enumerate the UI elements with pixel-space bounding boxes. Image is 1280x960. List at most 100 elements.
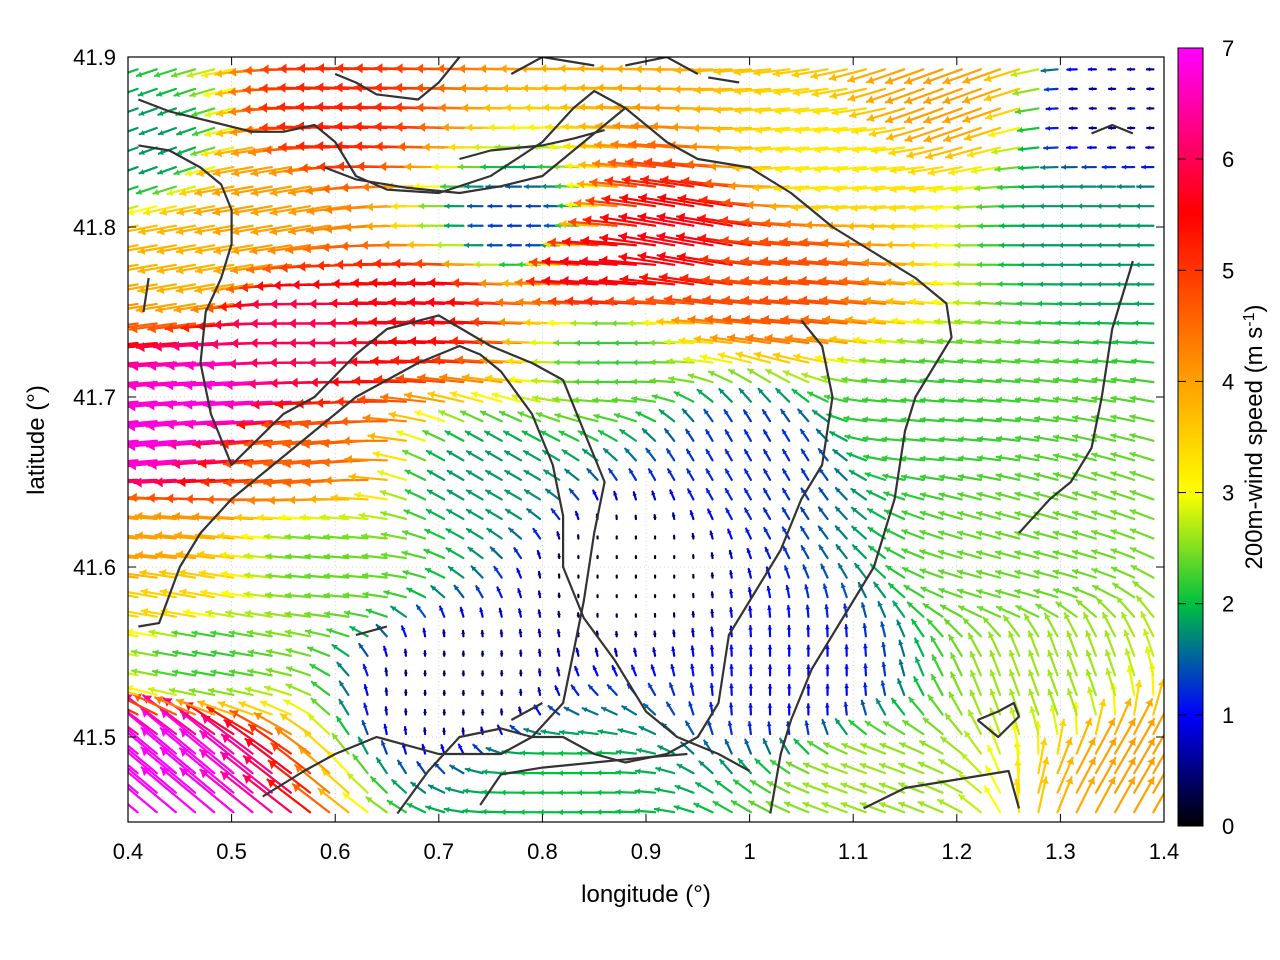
wind-arrow <box>1075 717 1092 755</box>
wind-arrow-head <box>423 671 428 675</box>
wind-arrow-head <box>1054 338 1060 346</box>
colorbar-tick-label: 1 <box>1222 703 1234 728</box>
wind-arrow-head <box>1036 604 1043 610</box>
wind-arrow-head <box>631 121 639 131</box>
wind-arrow-head <box>690 646 695 651</box>
wind-arrow-head <box>874 582 880 588</box>
wind-arrow-head <box>266 629 272 636</box>
wind-arrow <box>137 244 178 253</box>
wind-arrow-head <box>848 74 856 84</box>
wind-arrow-head <box>731 800 738 807</box>
wind-arrow-head <box>735 145 742 154</box>
wind-arrow-head <box>165 399 174 410</box>
wind-arrow-head <box>311 279 320 290</box>
wind-arrow-head <box>813 107 821 116</box>
wind-arrow-head <box>800 429 806 435</box>
wind-arrow-head <box>156 550 163 560</box>
wind-arrow-head <box>851 507 858 513</box>
wind-arrow <box>847 87 887 101</box>
wind-arrow-head <box>451 277 460 289</box>
wind-arrow-head <box>269 378 278 389</box>
wind-arrow-head <box>359 512 366 520</box>
wind-arrow-head <box>669 375 675 383</box>
wind-arrow <box>1056 776 1073 814</box>
wind-arrow-head <box>631 378 637 385</box>
wind-arrow-head <box>480 651 485 655</box>
wind-arrow <box>379 395 427 403</box>
wind-arrow-head <box>173 511 180 521</box>
wind-arrow-head <box>421 744 426 749</box>
wind-arrow-head <box>651 121 658 131</box>
wind-arrow-head <box>1147 125 1151 131</box>
wind-arrow-head <box>432 163 438 171</box>
wind-arrow-head <box>141 588 149 597</box>
wind-arrow-head <box>411 782 417 788</box>
colorbar-tick-label: 6 <box>1222 147 1234 172</box>
wind-arrow-head <box>128 684 133 693</box>
wind-arrow-head <box>464 242 470 249</box>
wind-arrow-head <box>1092 376 1098 384</box>
wind-arrow-head <box>166 360 175 371</box>
wind-arrow-head <box>897 337 903 345</box>
wind-arrow-head <box>977 261 983 268</box>
wind-arrow-head <box>1047 650 1054 657</box>
wind-arrow-head <box>1015 472 1022 479</box>
wind-arrow-head <box>487 528 493 534</box>
wind-arrow-head <box>722 275 730 286</box>
wind-arrow-head <box>654 65 662 75</box>
wind-arrow-head <box>417 222 424 230</box>
wind-arrow <box>159 708 216 755</box>
wind-arrow-head <box>120 169 125 175</box>
wind-arrow-head <box>801 488 806 494</box>
wind-arrow-head <box>339 699 345 705</box>
wind-arrow-head <box>241 532 248 541</box>
wind-arrow-head <box>775 126 783 135</box>
colorbar-tick-label: 0 <box>1222 814 1234 839</box>
wind-arrow-head <box>233 300 242 311</box>
wind-arrow-head <box>446 547 452 554</box>
wind-arrow-head <box>842 376 848 383</box>
wind-arrow-head <box>1116 261 1121 268</box>
wind-arrow <box>154 553 197 560</box>
wind-arrow-head <box>361 721 367 726</box>
wind-arrow <box>692 107 733 111</box>
wind-arrow-head <box>580 275 588 287</box>
wind-arrow-head <box>685 721 691 727</box>
wind-arrow-head <box>466 470 473 476</box>
wind-arrow-head <box>264 439 272 449</box>
wind-arrow-head <box>1034 472 1041 479</box>
wind-arrow <box>128 672 139 677</box>
wind-arrow-head <box>807 334 815 344</box>
wind-arrow-head <box>558 789 563 796</box>
wind-arrow-head <box>1041 67 1046 74</box>
wind-arrow-head <box>248 378 256 390</box>
wind-arrow-head <box>97 512 104 521</box>
wind-arrow-head <box>343 591 349 599</box>
wind-arrow-head <box>880 357 886 364</box>
wind-arrow-head <box>296 82 305 93</box>
wind-arrow-head <box>1039 738 1048 746</box>
wind-arrow-head <box>465 183 470 190</box>
wind-arrow-head <box>514 548 519 553</box>
wind-arrow-head <box>1108 67 1112 72</box>
wind-arrow-head <box>157 91 163 97</box>
wind-arrow <box>547 240 599 247</box>
wind-arrow-head <box>190 340 199 351</box>
wind-arrow-head <box>849 110 857 119</box>
wind-arrow <box>362 416 408 423</box>
wind-arrow-head <box>1123 630 1130 637</box>
wind-arrow-head <box>725 430 730 435</box>
wind-arrow-head <box>332 733 339 740</box>
wind-arrow-head <box>638 193 648 204</box>
wind-arrow-head <box>869 546 875 552</box>
wind-arrow-head <box>475 586 481 591</box>
wind-arrow-head <box>407 803 413 809</box>
wind-arrow-head <box>975 299 981 307</box>
wind-arrow-head <box>539 750 544 757</box>
wind-arrow-head <box>583 215 592 226</box>
wind-arrow-head <box>181 322 190 333</box>
wind-arrow-head <box>447 509 453 515</box>
wind-arrow-head <box>782 449 788 455</box>
wind-arrow-head <box>806 684 811 689</box>
wind-arrow-head <box>354 101 362 113</box>
